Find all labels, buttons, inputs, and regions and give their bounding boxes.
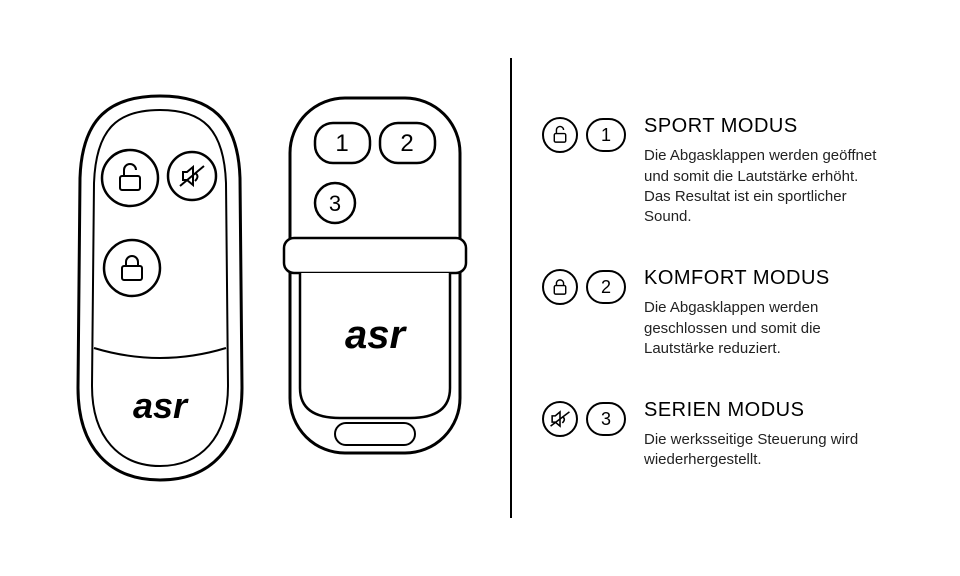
unlock-icon xyxy=(542,117,578,153)
svg-text:3: 3 xyxy=(329,191,341,216)
legend-desc: Die Abgasklappen werden geschlossen und … xyxy=(644,298,884,359)
svg-text:asr: asr xyxy=(345,313,407,357)
legend-desc: Die werksseitige Steuerung wird wiederhe… xyxy=(644,430,884,471)
legend-row-sport: 1 SPORT MODUS Die Abgasklappen werden ge… xyxy=(542,115,910,227)
remotes-panel: asr 1 2 3 asr xyxy=(50,40,490,536)
legend-title: KOMFORT MODUS xyxy=(644,267,884,290)
legend-icons: 3 xyxy=(542,399,626,437)
svg-text:1: 1 xyxy=(335,130,348,157)
legend-icons: 1 xyxy=(542,115,626,153)
legend-panel: 1 SPORT MODUS Die Abgasklappen werden ge… xyxy=(542,105,910,470)
remote-icon-type: asr xyxy=(70,88,250,488)
legend-title: SPORT MODUS xyxy=(644,115,884,138)
mute-icon xyxy=(542,401,578,437)
svg-text:asr: asr xyxy=(133,385,189,426)
infographic: asr 1 2 3 asr xyxy=(0,0,960,576)
legend-icons: 2 xyxy=(542,267,626,305)
remote-number-type: 1 2 3 asr xyxy=(280,88,470,488)
legend-text: SPORT MODUS Die Abgasklappen werden geöf… xyxy=(644,115,884,227)
legend-desc: Die Abgasklappen werden geöffnet und som… xyxy=(644,146,884,227)
legend-row-serien: 3 SERIEN MODUS Die werksseitige Steuerun… xyxy=(542,399,910,471)
number-pill: 2 xyxy=(586,270,626,304)
legend-text: SERIEN MODUS Die werksseitige Steuerung … xyxy=(644,399,884,471)
number-pill: 1 xyxy=(586,118,626,152)
number-pill: 3 xyxy=(586,402,626,436)
legend-row-komfort: 2 KOMFORT MODUS Die Abgasklappen werden … xyxy=(542,267,910,359)
vertical-divider xyxy=(510,58,512,518)
legend-text: KOMFORT MODUS Die Abgasklappen werden ge… xyxy=(644,267,884,359)
lock-icon xyxy=(542,269,578,305)
svg-text:2: 2 xyxy=(400,130,413,157)
legend-title: SERIEN MODUS xyxy=(644,399,884,422)
